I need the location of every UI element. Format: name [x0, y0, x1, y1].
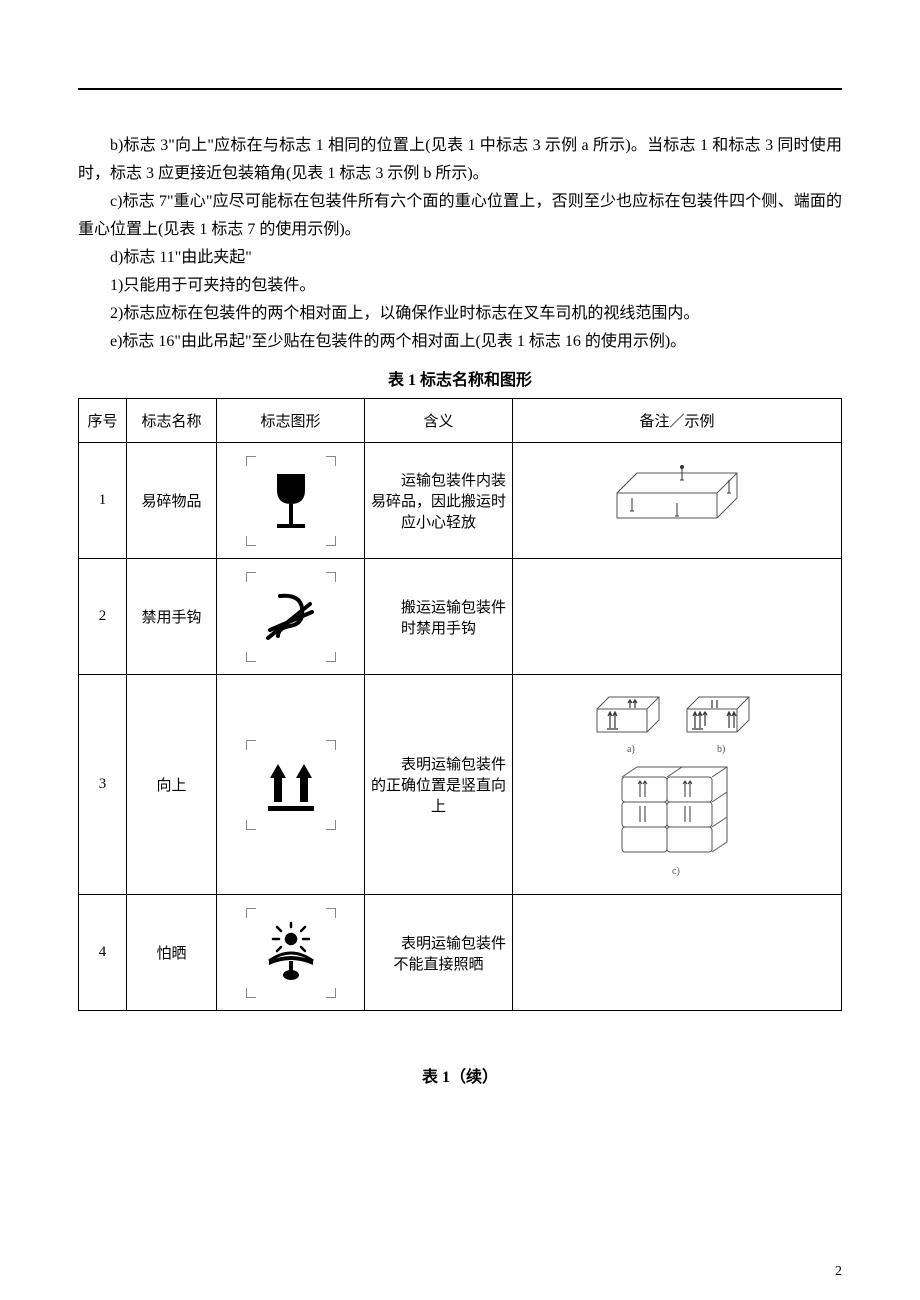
table-row: 1 易碎物品 运输包装件内装易碎品，因此搬运时应小心轻放	[79, 443, 842, 559]
cell-note	[513, 559, 842, 675]
cell-name: 向上	[127, 675, 217, 895]
cell-seq: 2	[79, 559, 127, 675]
cell-seq: 3	[79, 675, 127, 895]
cell-meaning: 运输包装件内装易碎品，因此搬运时应小心轻放	[365, 443, 513, 559]
cell-name: 易碎物品	[127, 443, 217, 559]
no-hook-icon	[246, 572, 336, 662]
body-text: b)标志 3"向上"应标在与标志 1 相同的位置上(见表 1 中标志 3 示例 …	[78, 132, 842, 356]
mark-table: 序号 标志名称 标志图形 含义 备注／示例 1 易碎物品	[78, 398, 842, 1011]
table-continued-title: 表 1（续）	[78, 1063, 842, 1087]
fragile-icon	[246, 456, 336, 546]
cell-meaning: 表明运输包装件不能直接照晒	[365, 895, 513, 1011]
cell-name: 怕晒	[127, 895, 217, 1011]
cell-graphic	[217, 895, 365, 1011]
cell-note: a) b)	[513, 675, 842, 895]
cell-graphic	[217, 675, 365, 895]
cell-seq: 4	[79, 895, 127, 1011]
cell-seq: 1	[79, 443, 127, 559]
th-name: 标志名称	[127, 399, 217, 443]
cell-note	[513, 895, 842, 1011]
th-meaning: 含义	[365, 399, 513, 443]
para-c: c)标志 7"重心"应尽可能标在包装件所有六个面的重心位置上，否则至少也应标在包…	[78, 188, 842, 244]
keep-away-sun-icon	[246, 908, 336, 998]
cell-graphic	[217, 559, 365, 675]
svg-text:c): c)	[672, 866, 680, 877]
para-b: b)标志 3"向上"应标在与标志 1 相同的位置上(见表 1 中标志 3 示例 …	[78, 132, 842, 188]
svg-text:a): a)	[627, 744, 635, 755]
cell-note	[513, 443, 842, 559]
box-example-icon	[587, 458, 767, 538]
cell-name: 禁用手钩	[127, 559, 217, 675]
page-number: 2	[835, 1264, 842, 1280]
cell-graphic	[217, 443, 365, 559]
para-e: e)标志 16"由此吊起"至少贴在包装件的两个相对面上(见表 1 标志 16 的…	[78, 328, 842, 356]
svg-text:b): b)	[717, 744, 725, 755]
up-examples-icon: a) b)	[577, 682, 777, 882]
th-note: 备注／示例	[513, 399, 842, 443]
para-d: d)标志 11"由此夹起"	[78, 244, 842, 272]
table-row: 2 禁用手钩 搬运运输包装件	[79, 559, 842, 675]
cell-meaning: 搬运运输包装件时禁用手钩	[365, 559, 513, 675]
para-d2: 2)标志应标在包装件的两个相对面上，以确保作业时标志在叉车司机的视线范围内。	[78, 300, 842, 328]
table-title: 表 1 标志名称和图形	[78, 366, 842, 390]
cell-meaning: 表明运输包装件的正确位置是竖直向上	[365, 675, 513, 895]
this-way-up-icon	[246, 740, 336, 830]
table-header-row: 序号 标志名称 标志图形 含义 备注／示例	[79, 399, 842, 443]
table-row: 4 怕晒	[79, 895, 842, 1011]
table-row: 3 向上 表明运输包装件的正	[79, 675, 842, 895]
header-rule	[78, 88, 842, 90]
th-seq: 序号	[79, 399, 127, 443]
para-d1: 1)只能用于可夹持的包装件。	[78, 272, 842, 300]
th-graphic: 标志图形	[217, 399, 365, 443]
